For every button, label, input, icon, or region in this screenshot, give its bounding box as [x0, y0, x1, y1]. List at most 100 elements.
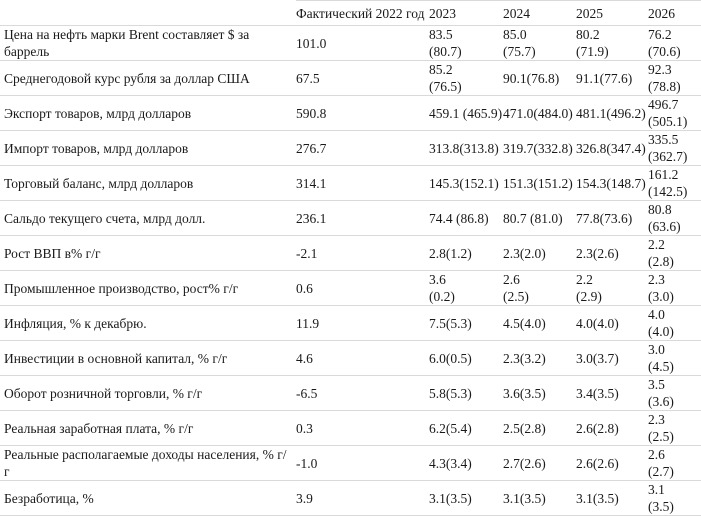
indicator-label: Безработица, %: [0, 480, 296, 516]
table-body: Цена на нефть марки Brent составляет $ з…: [0, 25, 701, 516]
indicator-label: Реальная заработная плата, % г/г: [0, 410, 296, 446]
indicator-label: Инвестиции в основной капитал, % г/г: [0, 340, 296, 376]
table-row: Торговый баланс, млрд долларов 314.1 145.3…: [0, 165, 701, 201]
value-cell: 319.7(332.8): [503, 130, 576, 166]
value-cell: 101.0: [296, 25, 429, 61]
value-cell: 459.1 (465.9): [429, 95, 503, 131]
value-cell: 6.2(5.4): [429, 410, 503, 446]
value-cell: 2.5(2.8): [503, 410, 576, 446]
value-cell: 3.1(3.5): [503, 480, 576, 516]
value-cell: 2.3(3.2): [503, 340, 576, 376]
table-row: Инвестиции в основной капитал, % г/г 4.6 6…: [0, 340, 701, 376]
table-row: Экспорт товаров, млрд долларов 590.8 459.1…: [0, 95, 701, 131]
value-cell: 154.3(148.7): [576, 165, 648, 201]
value-cell: 4.3(3.4): [429, 445, 503, 481]
table-row: Безработица, % 3.9 3.1(3.5) 3.1(3.5) 3.1(3.5…: [0, 480, 701, 516]
value-cell: 481.1(496.2): [576, 95, 648, 131]
header-actual-2022: Фактический 2022 год: [296, 0, 429, 26]
value-cell: 3.9: [296, 480, 429, 516]
value-cell: 590.8: [296, 95, 429, 131]
value-cell: 313.8(313.8): [429, 130, 503, 166]
table-row: Реальная заработная плата, % г/г 0.3 6.2(5…: [0, 410, 701, 446]
value-cell: 80.7 (81.0): [503, 200, 576, 236]
indicator-label: Импорт товаров, млрд долларов: [0, 130, 296, 166]
table-row: Сальдо текущего счета, млрд долл. 236.1 74…: [0, 200, 701, 236]
header-2025: 2025: [576, 0, 648, 26]
value-cell: 236.1: [296, 200, 429, 236]
value-cell: 3.5 (3.6): [648, 375, 701, 411]
value-cell: 2.6 (2.7): [648, 445, 701, 481]
indicator-label: Среднегодовой курс рубля за доллар США: [0, 60, 296, 96]
value-cell: 90.1(76.8): [503, 60, 576, 96]
value-cell: 0.6: [296, 270, 429, 306]
indicator-label: Цена на нефть марки Brent составляет $ з…: [0, 25, 296, 61]
value-cell: -6.5: [296, 375, 429, 411]
value-cell: 3.6(3.5): [503, 375, 576, 411]
value-cell: 3.4(3.5): [576, 375, 648, 411]
value-cell: 2.8(1.2): [429, 235, 503, 271]
value-cell: 2.2 (2.9): [576, 270, 648, 306]
value-cell: 276.7: [296, 130, 429, 166]
indicator-label: Рост ВВП в% г/г: [0, 235, 296, 271]
table-row: Рост ВВП в% г/г -2.1 2.8(1.2) 2.3(2.0) 2.3(2…: [0, 235, 701, 271]
value-cell: 471.0(484.0): [503, 95, 576, 131]
value-cell: 11.9: [296, 305, 429, 341]
value-cell: 2.3 (2.5): [648, 410, 701, 446]
value-cell: 3.6 (0.2): [429, 270, 503, 306]
table-row: Импорт товаров, млрд долларов 276.7 313.8(…: [0, 130, 701, 166]
value-cell: 2.6(2.8): [576, 410, 648, 446]
indicator-label: Инфляция, % к декабрю.: [0, 305, 296, 341]
value-cell: 3.1(3.5): [429, 480, 503, 516]
value-cell: 2.6 (2.5): [503, 270, 576, 306]
value-cell: 496.7 (505.1): [648, 95, 701, 131]
value-cell: 77.8(73.6): [576, 200, 648, 236]
value-cell: 4.0(4.0): [576, 305, 648, 341]
value-cell: 4.6: [296, 340, 429, 376]
value-cell: 83.5 (80.7): [429, 25, 503, 61]
table-row: Цена на нефть марки Brent составляет $ з…: [0, 25, 701, 61]
value-cell: 3.1 (3.5): [648, 480, 701, 516]
table-row: Инфляция, % к декабрю. 11.9 7.5(5.3) 4.5(4.…: [0, 305, 701, 341]
value-cell: 6.0(0.5): [429, 340, 503, 376]
value-cell: 2.3(2.6): [576, 235, 648, 271]
value-cell: -1.0: [296, 445, 429, 481]
table-row: Оборот розничной торговли, % г/г -6.5 5.8(…: [0, 375, 701, 411]
indicator-label: Промышленное производство, рост% г/г: [0, 270, 296, 306]
value-cell: 2.3 (3.0): [648, 270, 701, 306]
value-cell: 80.8 (63.6): [648, 200, 701, 236]
value-cell: 85.2 (76.5): [429, 60, 503, 96]
header-indicator: [0, 0, 296, 26]
header-2024: 2024: [503, 0, 576, 26]
value-cell: 67.5: [296, 60, 429, 96]
header-2026: 2026: [648, 0, 701, 26]
value-cell: 161.2 (142.5): [648, 165, 701, 201]
value-cell: 314.1: [296, 165, 429, 201]
header-2023: 2023: [429, 0, 503, 26]
indicator-label: Торговый баланс, млрд долларов: [0, 165, 296, 201]
value-cell: 85.0 (75.7): [503, 25, 576, 61]
value-cell: 4.5(4.0): [503, 305, 576, 341]
value-cell: 326.8(347.4): [576, 130, 648, 166]
value-cell: 0.3: [296, 410, 429, 446]
value-cell: 91.1(77.6): [576, 60, 648, 96]
value-cell: 3.0(3.7): [576, 340, 648, 376]
table-row: Реальные располагаемые доходы населения,…: [0, 445, 701, 481]
value-cell: 2.3(2.0): [503, 235, 576, 271]
value-cell: 151.3(151.2): [503, 165, 576, 201]
value-cell: -2.1: [296, 235, 429, 271]
value-cell: 76.2 (70.6): [648, 25, 701, 61]
value-cell: 80.2 (71.9): [576, 25, 648, 61]
value-cell: 2.7(2.6): [503, 445, 576, 481]
value-cell: 74.4 (86.8): [429, 200, 503, 236]
value-cell: 2.6(2.6): [576, 445, 648, 481]
value-cell: 145.3(152.1): [429, 165, 503, 201]
table-row: Среднегодовой курс рубля за доллар США 67…: [0, 60, 701, 96]
header-row: Фактический 2022 год 2023 2024 2025 2026: [0, 0, 701, 26]
value-cell: 5.8(5.3): [429, 375, 503, 411]
indicator-label: Оборот розничной торговли, % г/г: [0, 375, 296, 411]
value-cell: 92.3 (78.8): [648, 60, 701, 96]
value-cell: 7.5(5.3): [429, 305, 503, 341]
value-cell: 335.5 (362.7): [648, 130, 701, 166]
indicator-label: Реальные располагаемые доходы населения,…: [0, 445, 296, 481]
